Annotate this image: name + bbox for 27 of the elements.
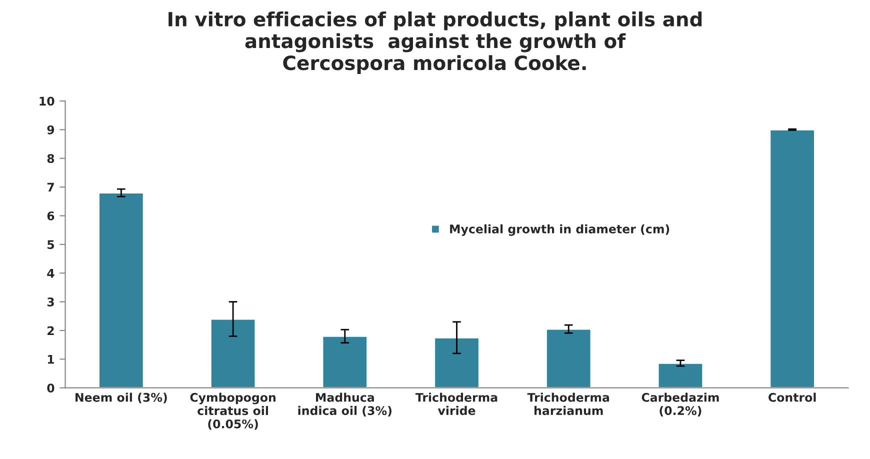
y-tick-label: 4 [47,268,54,278]
y-tick-label: 0 [47,384,54,393]
y-tick-label: 6 [47,211,54,220]
bar [769,128,816,388]
bar [210,318,256,388]
x-tick-label: Madhuca indica oil (3%) [298,392,392,416]
y-tick-label: 8 [47,154,54,164]
chart-title: In vitro efficacies of plat products, plant oils and antagonists against the growth of Cercospora moricola Cooke. [168,11,702,74]
bar [98,192,144,388]
x-tick-label: Neem oil (3%) [76,392,167,404]
bar [546,328,592,388]
y-tick-label: 1 [48,355,54,364]
bar [434,336,480,388]
x-tick-label: Trichoderma harzianum [527,392,610,416]
x-tick-label: Carbedazim (0.2%) [642,392,719,416]
y-tick-label: 5 [48,240,54,250]
x-tick-label: Cymbopogon citratus oil (0.05%) [190,392,276,430]
bar [657,362,704,388]
y-tick-label: 3 [47,298,54,306]
y-tick-label: 9 [47,125,54,134]
y-tick-label: 2 [48,326,54,335]
x-tick-label: Control [768,392,816,402]
y-tick-label: 10 [40,96,54,106]
y-tick-label: 7 [47,182,54,192]
x-tick-label: Trichoderma viride [415,392,498,416]
legend-label: Mycelial growth in diameter (cm) [450,224,670,236]
bar [322,336,368,388]
